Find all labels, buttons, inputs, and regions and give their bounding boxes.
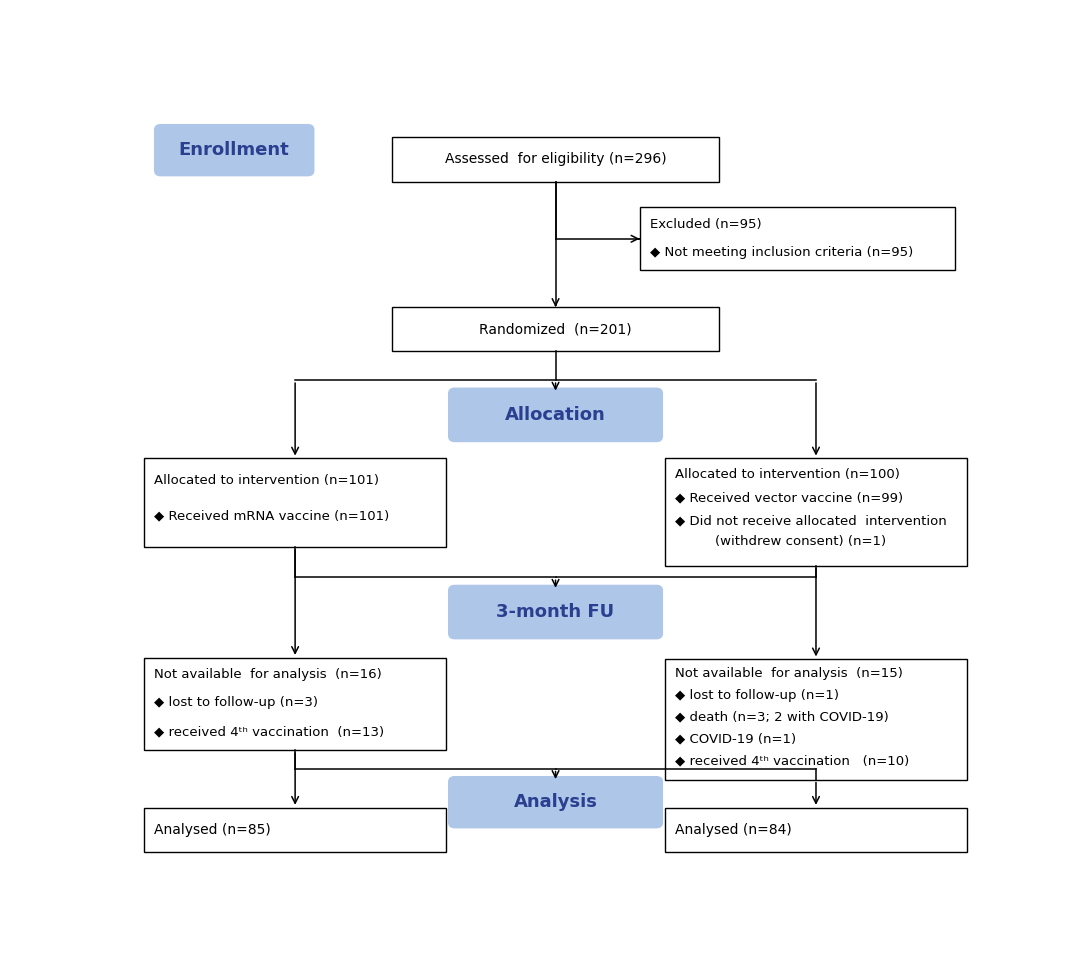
Text: Not available  for analysis  (n=16): Not available for analysis (n=16) xyxy=(154,667,382,681)
FancyBboxPatch shape xyxy=(664,659,967,780)
Text: Allocation: Allocation xyxy=(505,406,606,424)
Text: Excluded (n=95): Excluded (n=95) xyxy=(649,219,761,231)
Text: Randomized  (n=201): Randomized (n=201) xyxy=(479,322,632,337)
Text: ◆ lost to follow-up (n=3): ◆ lost to follow-up (n=3) xyxy=(154,695,318,709)
Text: Analysis: Analysis xyxy=(514,793,597,811)
FancyBboxPatch shape xyxy=(154,124,314,176)
FancyBboxPatch shape xyxy=(391,307,720,351)
Text: 3-month FU: 3-month FU xyxy=(496,603,615,621)
Text: ◆ Received mRNA vaccine (n=101): ◆ Received mRNA vaccine (n=101) xyxy=(154,509,389,523)
Text: Enrollment: Enrollment xyxy=(179,141,289,159)
FancyBboxPatch shape xyxy=(144,807,447,852)
Text: ◆ lost to follow-up (n=1): ◆ lost to follow-up (n=1) xyxy=(675,689,839,702)
Text: Assessed  for eligibility (n=296): Assessed for eligibility (n=296) xyxy=(444,152,667,166)
Text: Analysed (n=84): Analysed (n=84) xyxy=(675,823,791,837)
FancyBboxPatch shape xyxy=(448,776,663,829)
FancyBboxPatch shape xyxy=(144,658,447,750)
Text: ◆ death (n=3; 2 with COVID-19): ◆ death (n=3; 2 with COVID-19) xyxy=(675,711,889,724)
FancyBboxPatch shape xyxy=(664,458,967,566)
FancyBboxPatch shape xyxy=(391,137,720,181)
Text: (withdrew consent) (n=1): (withdrew consent) (n=1) xyxy=(698,535,887,549)
Text: Not available  for analysis  (n=15): Not available for analysis (n=15) xyxy=(675,667,903,680)
Text: Allocated to intervention (n=100): Allocated to intervention (n=100) xyxy=(675,468,900,481)
FancyBboxPatch shape xyxy=(448,387,663,442)
Text: ◆ received 4ᵗʰ vaccination  (n=13): ◆ received 4ᵗʰ vaccination (n=13) xyxy=(154,725,384,738)
FancyBboxPatch shape xyxy=(640,207,955,270)
FancyBboxPatch shape xyxy=(664,807,967,852)
Text: ◆ Not meeting inclusion criteria (n=95): ◆ Not meeting inclusion criteria (n=95) xyxy=(649,246,913,259)
Text: ◆ received 4ᵗʰ vaccination   (n=10): ◆ received 4ᵗʰ vaccination (n=10) xyxy=(675,754,909,767)
FancyBboxPatch shape xyxy=(144,458,447,547)
Text: ◆ Received vector vaccine (n=99): ◆ Received vector vaccine (n=99) xyxy=(675,492,903,504)
Text: Analysed (n=85): Analysed (n=85) xyxy=(154,823,271,837)
Text: ◆ COVID-19 (n=1): ◆ COVID-19 (n=1) xyxy=(675,733,796,745)
Text: ◆ Did not receive allocated  intervention: ◆ Did not receive allocated intervention xyxy=(675,514,946,527)
FancyBboxPatch shape xyxy=(448,585,663,640)
Text: Allocated to intervention (n=101): Allocated to intervention (n=101) xyxy=(154,474,379,487)
